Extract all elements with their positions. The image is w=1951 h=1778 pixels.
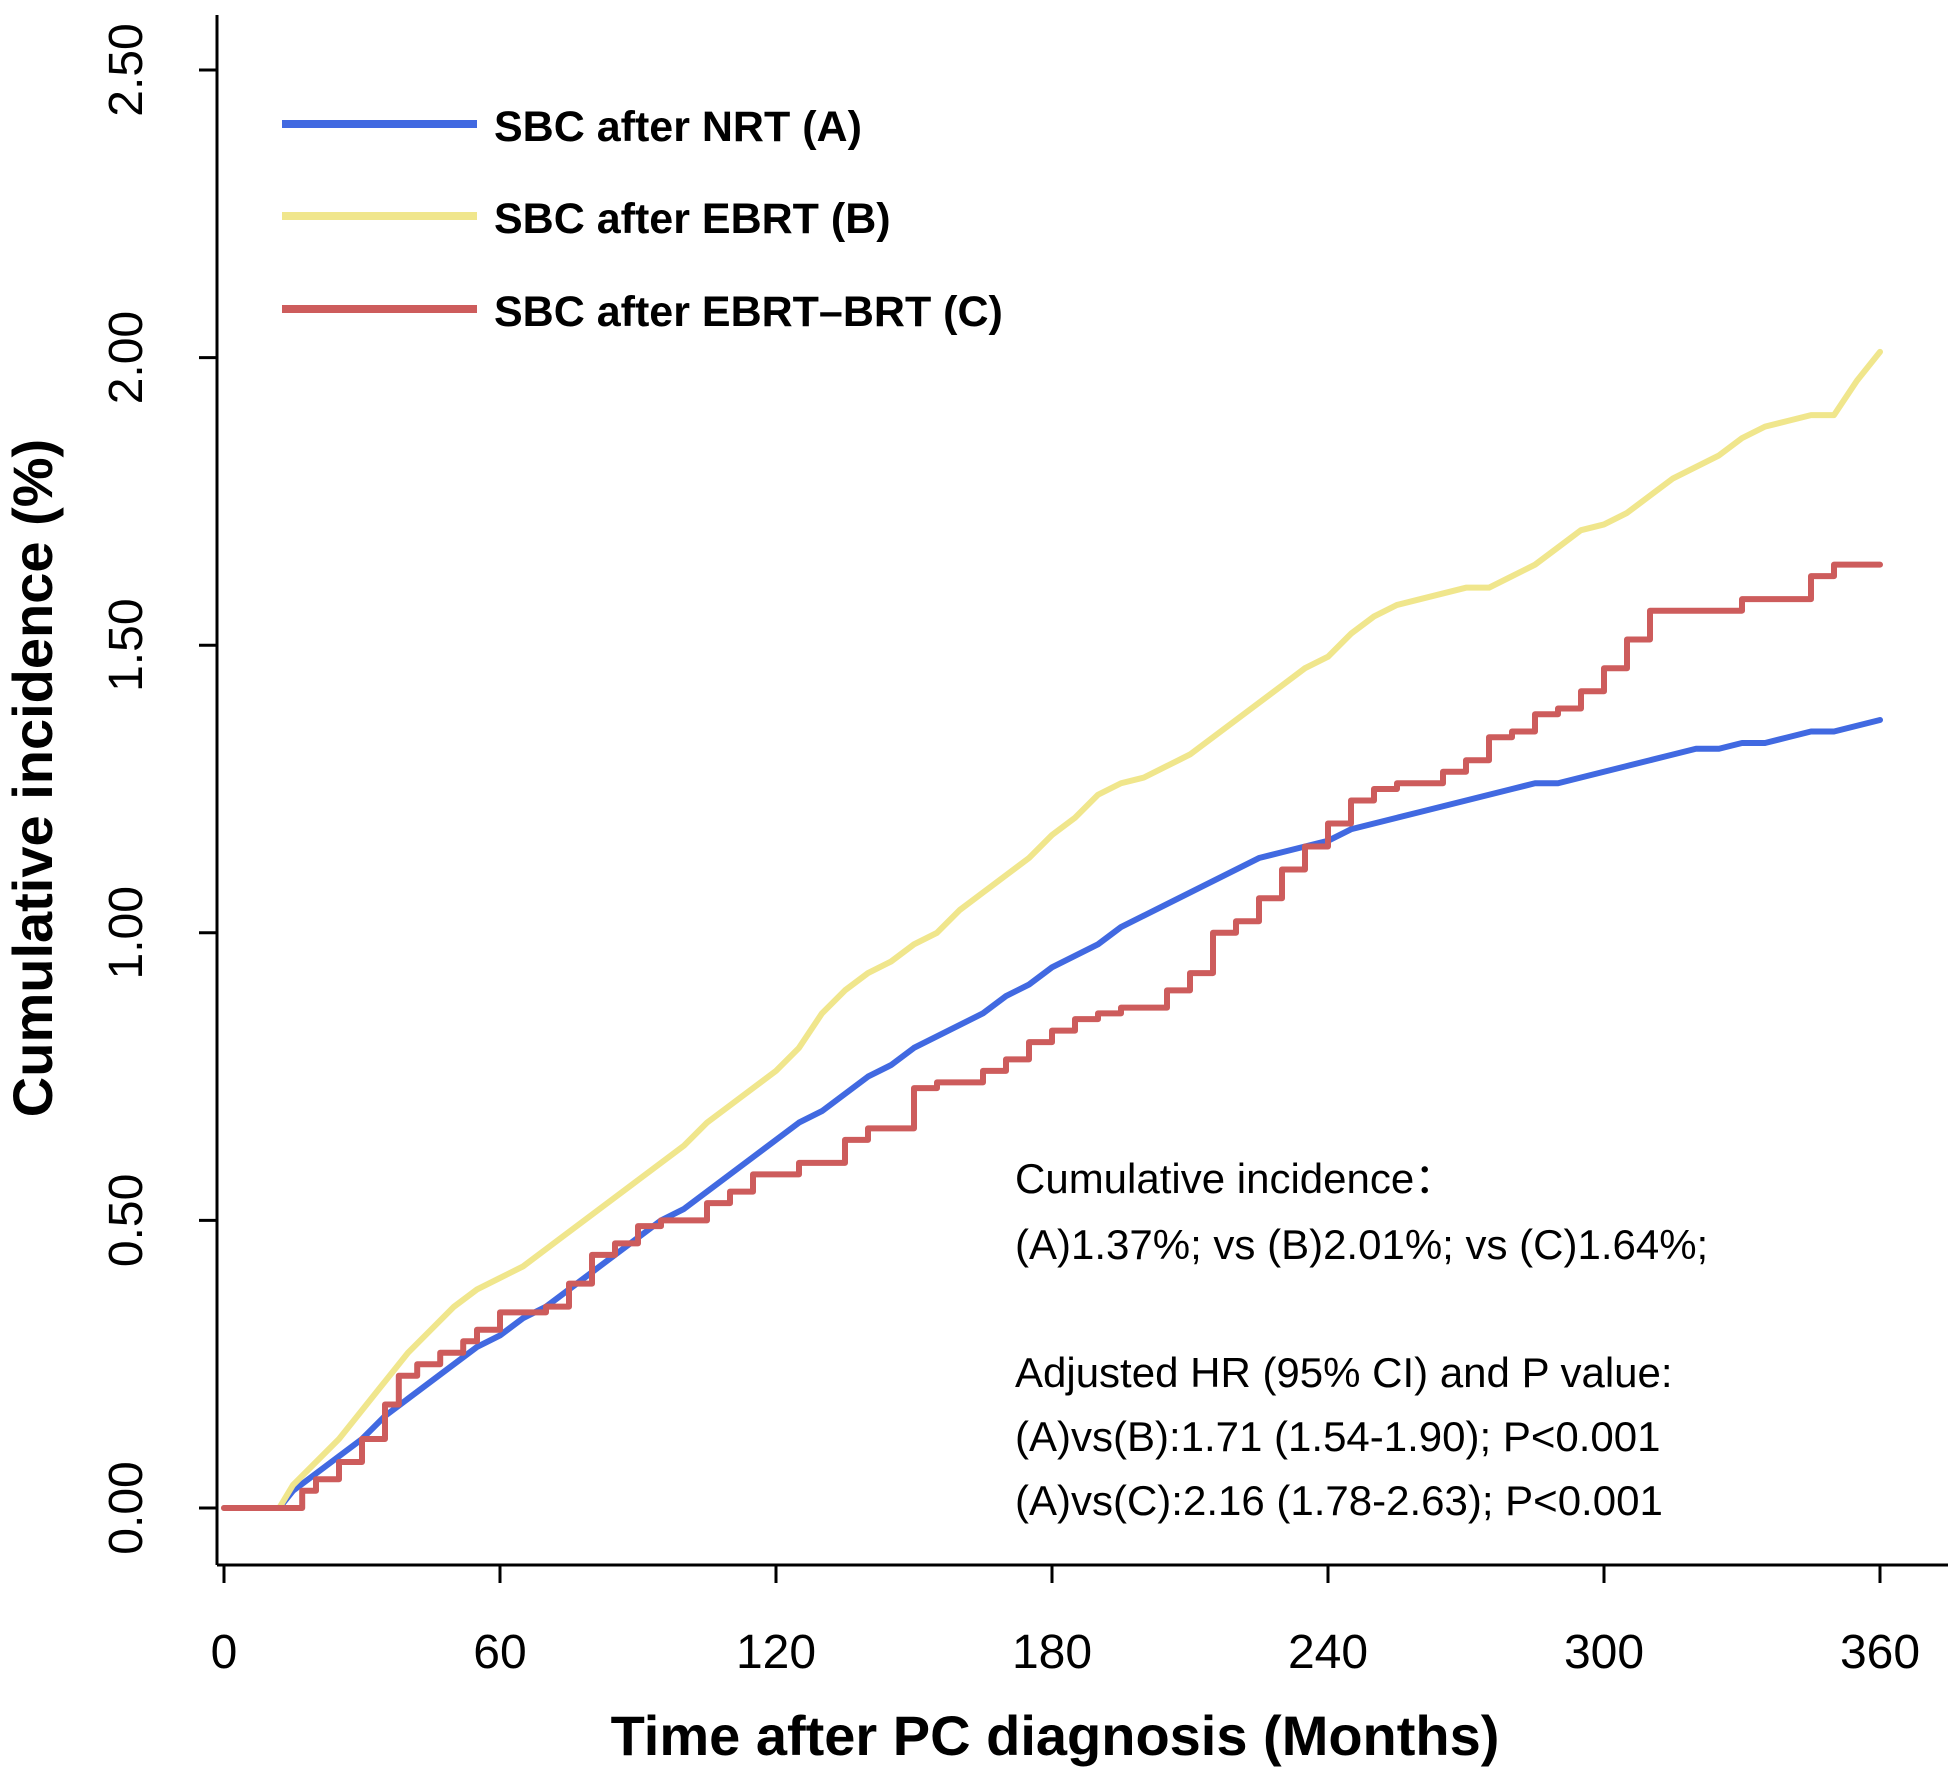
- legend: SBC after NRT (A) SBC after EBRT (B) SBC…: [282, 103, 1003, 336]
- x-tick-label: 300: [1564, 1626, 1644, 1679]
- y-tick-label: 2.50: [100, 23, 153, 116]
- x-tick-label: 60: [473, 1626, 526, 1679]
- y-tick-label: 0.50: [100, 1174, 153, 1267]
- legend-label-ebrt: SBC after EBRT (B): [494, 195, 891, 243]
- y-axis-ticks: 0.00 0.50 1.00 1.50 2.00 2.50: [100, 23, 217, 1555]
- series-line-nrt: [221, 716, 1883, 1511]
- x-tick-label: 0: [211, 1626, 238, 1679]
- annotation-hr-title: Adjusted HR (95% CI) and P value:: [1015, 1349, 1673, 1396]
- series-line-ebrt: [221, 348, 1883, 1511]
- x-tick-label: 120: [736, 1626, 816, 1679]
- annotation-hr-a-vs-c: (A)vs(C):2.16 (1.78-2.63); P<0.001: [1015, 1477, 1663, 1524]
- x-axis-title: Time after PC diagnosis (Months): [611, 1704, 1500, 1767]
- x-tick-label: 240: [1288, 1626, 1368, 1679]
- series-lines: [221, 348, 1883, 1511]
- annotation-cumulative-values: (A)1.37%; vs (B)2.01%; vs (C)1.64%;: [1015, 1221, 1708, 1268]
- series-line-ebrt-brt: [221, 561, 1883, 1511]
- x-tick-label: 180: [1012, 1626, 1092, 1679]
- x-tick-label: 360: [1840, 1626, 1920, 1679]
- legend-label-ebrt-brt: SBC after EBRT–BRT (C): [494, 288, 1003, 336]
- x-axis-ticks: 0 60 120 180 240 300 360: [211, 1565, 1920, 1679]
- y-tick-label: 0.00: [100, 1461, 153, 1554]
- annotation-block: Cumulative incidence： (A)1.37%; vs (B)2.…: [1015, 1155, 1708, 1524]
- y-tick-label: 2.00: [100, 311, 153, 404]
- y-tick-label: 1.50: [100, 598, 153, 691]
- y-axis-title: Cumulative incidence (%): [1, 439, 64, 1117]
- annotation-hr-a-vs-b: (A)vs(B):1.71 (1.54-1.90); P<0.001: [1015, 1413, 1660, 1460]
- legend-label-nrt: SBC after NRT (A): [494, 103, 862, 151]
- y-tick-label: 1.00: [100, 886, 153, 979]
- annotation-cumulative-title: Cumulative incidence：: [1015, 1155, 1456, 1202]
